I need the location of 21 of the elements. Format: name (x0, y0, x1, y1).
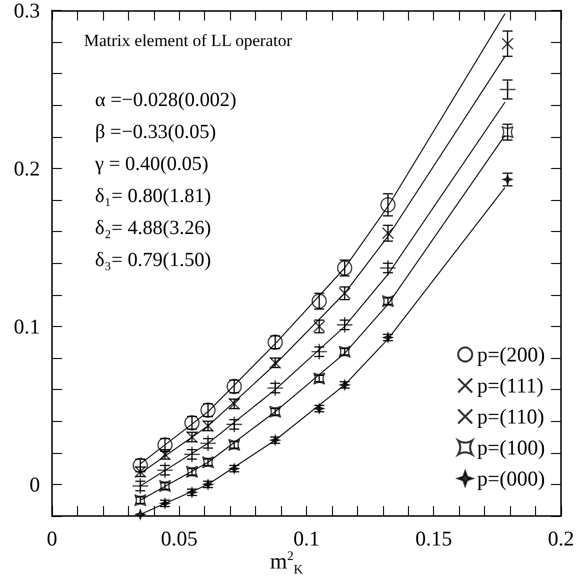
y-tick-label: 0.2 (14, 156, 40, 180)
annotation: δ₃= 0.79(1.50) (95, 249, 211, 271)
legend-label: p=(110) (477, 404, 544, 428)
x-tick-label: 0 (46, 526, 58, 550)
annotation: γ = 0.40(0.05) (94, 153, 208, 175)
x-tick-label: 0.15 (415, 526, 452, 550)
text: Matrix element of LL operator (84, 31, 292, 50)
x-tick-label: 0.05 (160, 526, 198, 550)
x-tick-label: 0.1 (293, 526, 320, 550)
legend-label: p=(100) (477, 436, 546, 460)
legend-label: p=(111) (477, 374, 544, 398)
legend-label: p=(000) (477, 466, 546, 490)
x-tick-label: 0.2 (548, 526, 574, 550)
annotation: β =−0.33(0.05) (95, 121, 216, 143)
y-tick-label: 0 (30, 472, 40, 496)
y-tick-label: 0.1 (14, 314, 40, 338)
annotation: δ₂= 4.88(3.26) (95, 217, 211, 239)
legend-label: p=(200) (477, 342, 546, 366)
annotation: δ₁= 0.80(1.81) (95, 185, 211, 207)
annotation: α =−0.028(0.002) (95, 89, 236, 111)
y-tick-label: 0.3 (14, 0, 40, 22)
